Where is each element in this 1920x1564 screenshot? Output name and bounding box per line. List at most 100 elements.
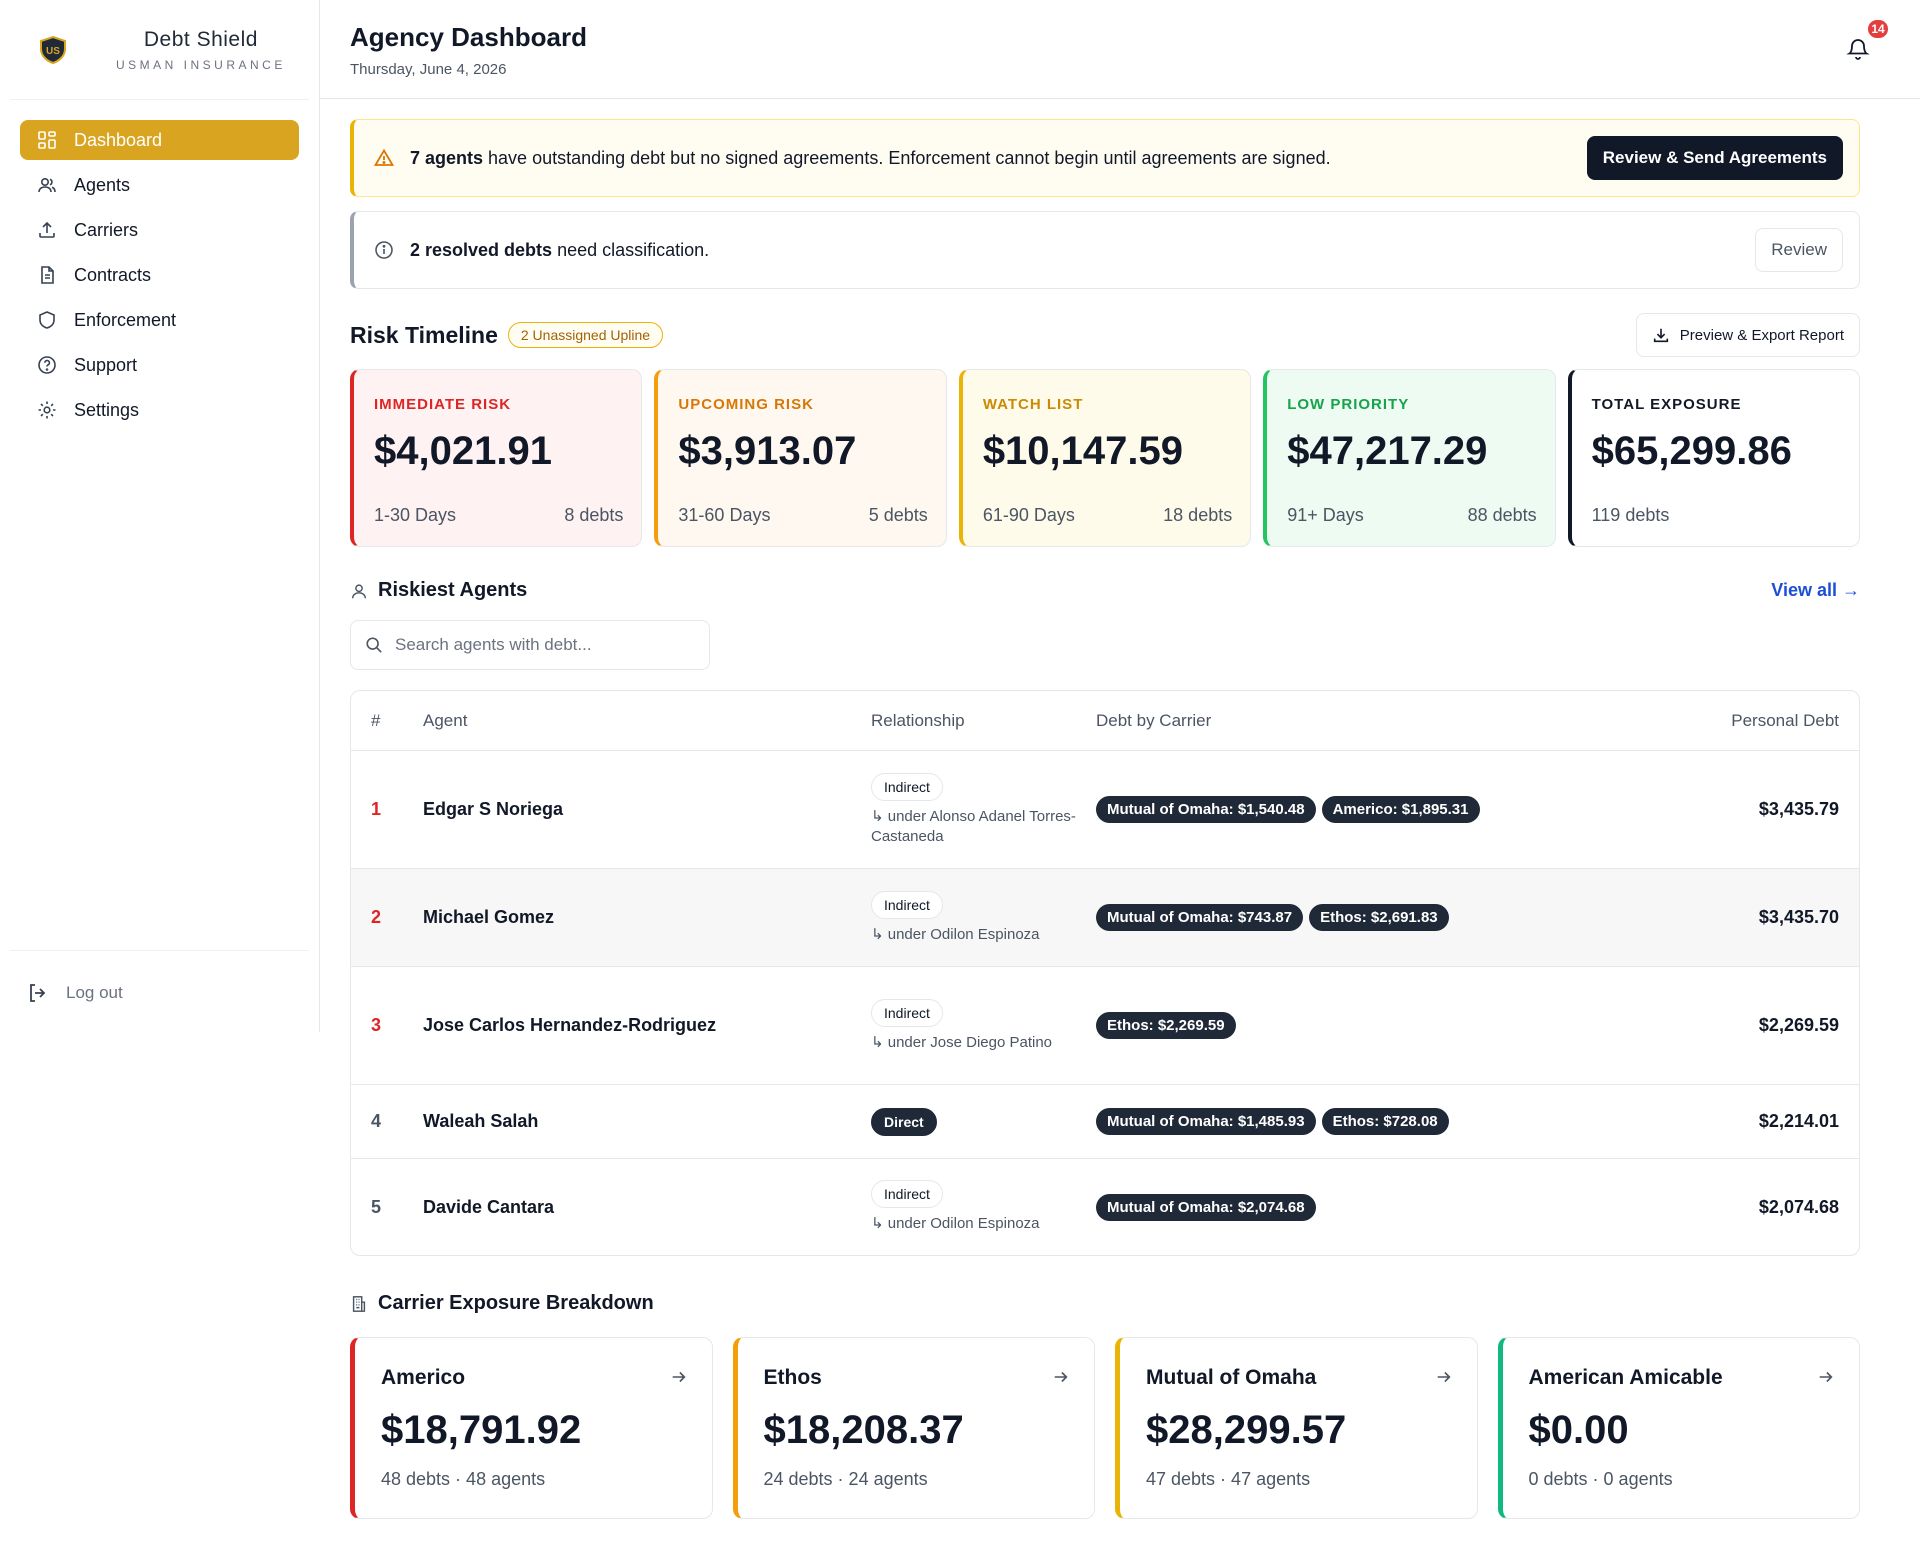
row-rank: 4 — [371, 1111, 382, 1131]
review-send-agreements-button[interactable]: Review & Send Agreements — [1586, 136, 1843, 180]
carrier-cards: Americo $18,791.92 48 debts · 48 agents … — [350, 1337, 1860, 1519]
sidebar: US Debt Shield USMAN INSURANCE Dashboard… — [0, 0, 320, 1032]
carrier-stats: 48 debts · 48 agents — [381, 1469, 546, 1489]
debt-by-carrier-cell: Ethos: $2,269.59 — [1096, 1012, 1659, 1039]
warning-icon — [374, 148, 394, 168]
risk-card-low-priority[interactable]: LOW PRIORITY $47,217.29 91+ Days 88 debts — [1263, 369, 1556, 547]
carrier-debt-chip: Ethos: $2,691.83 — [1309, 904, 1449, 931]
agent-name: Waleah Salah — [423, 1111, 539, 1131]
agent-search[interactable] — [350, 620, 710, 670]
carrier-card-mutual-of-omaha[interactable]: Mutual of Omaha $28,299.57 47 debts · 47… — [1115, 1337, 1478, 1519]
notification-badge: 14 — [1866, 18, 1890, 40]
risk-cards: IMMEDIATE RISK $4,021.91 1-30 Days 8 debt… — [350, 369, 1861, 547]
search-icon — [366, 637, 382, 653]
user-icon — [351, 583, 367, 598]
logout-button[interactable]: Log out — [10, 950, 309, 1035]
search-input[interactable] — [395, 635, 695, 655]
review-button[interactable]: Review — [1755, 228, 1843, 272]
table-row[interactable]: 5 Davide Cantara Indirect ↳ under Odilon… — [351, 1159, 1859, 1255]
agreements-alert: 7 agents have outstanding debt but no si… — [350, 119, 1860, 197]
brand[interactable]: US Debt Shield USMAN INSURANCE — [10, 0, 309, 100]
sidebar-item-label: Dashboard — [74, 129, 163, 150]
carrier-exposure-title: Carrier Exposure Breakdown — [378, 1292, 654, 1314]
page-date: Thursday, June 4, 2026 — [350, 61, 507, 78]
table-row[interactable]: 2 Michael Gomez Indirect ↳ under Odilon … — [351, 869, 1859, 967]
sidebar-item-label: Carriers — [74, 219, 139, 240]
alert-count: 2 resolved debts — [410, 239, 553, 260]
preview-export-report-button[interactable]: Preview & Export Report — [1635, 313, 1860, 357]
sidebar-item-enforcement[interactable]: Enforcement — [20, 300, 299, 340]
relationship-badge: Direct — [871, 1107, 937, 1136]
column-header-agent: Agent — [423, 710, 468, 730]
arrow-right-icon — [1819, 1371, 1833, 1383]
unassigned-upline-badge[interactable]: 2 Unassigned Upline — [507, 322, 664, 348]
sidebar-item-dashboard[interactable]: Dashboard — [20, 120, 299, 160]
row-rank: 2 — [371, 907, 382, 927]
risk-card-watch-list[interactable]: WATCH LIST $10,147.59 61-90 Days 18 debts — [958, 369, 1252, 547]
document-icon — [36, 264, 58, 286]
risk-card-value: $47,217.29 — [1287, 429, 1488, 473]
table-row[interactable]: 1 Edgar S Noriega Indirect ↳ under Alons… — [351, 751, 1859, 869]
arrow-right-icon — [1054, 1371, 1068, 1383]
riskiest-agents-title: Riskiest Agents — [378, 579, 528, 601]
upline-text: ↳ under Alonso Adanel Torres-Castaneda — [871, 807, 1076, 845]
carrier-exposure-header: Carrier Exposure Breakdown — [350, 1292, 1860, 1315]
carrier-value: $18,208.37 — [763, 1408, 964, 1452]
relationship-cell: Direct — [871, 1107, 1096, 1136]
sidebar-item-carriers[interactable]: Carriers — [20, 210, 299, 250]
carrier-name: Ethos — [763, 1366, 822, 1389]
personal-debt: $2,074.68 — [1758, 1196, 1839, 1217]
risk-card-debts: 18 debts — [1163, 505, 1233, 525]
carrier-card-american-amicable[interactable]: American Amicable $0.00 0 debts · 0 agen… — [1497, 1337, 1860, 1519]
alert-message: need classification. — [552, 239, 710, 260]
view-all-link[interactable]: View all → — [1771, 580, 1860, 600]
debt-by-carrier-cell: Mutual of Omaha: $743.87 Ethos: $2,691.8… — [1096, 904, 1659, 931]
personal-debt: $2,269.59 — [1758, 1015, 1839, 1035]
risk-card-label: IMMEDIATE RISK — [374, 396, 512, 413]
building-icon — [352, 1295, 366, 1312]
upline-text: ↳ under Jose Diego Patino — [871, 1033, 1053, 1051]
classification-alert-text: 2 resolved debts need classification. — [410, 240, 1755, 261]
upline-text: ↳ under Odilon Espinoza — [871, 1215, 1040, 1232]
sidebar-item-contracts[interactable]: Contracts — [20, 255, 299, 295]
sidebar-item-settings[interactable]: Settings — [20, 390, 299, 430]
carrier-stats: 0 debts · 0 agents — [1528, 1469, 1673, 1489]
download-icon — [1653, 328, 1668, 343]
riskiest-agents-header: Riskiest Agents View all → — [350, 579, 1860, 602]
sidebar-item-label: Contracts — [74, 264, 152, 285]
carrier-value: $18,791.92 — [381, 1408, 582, 1452]
grid-icon — [36, 129, 58, 151]
sidebar-item-label: Enforcement — [74, 309, 177, 330]
risk-card-label: UPCOMING RISK — [678, 396, 814, 413]
carrier-card-americo[interactable]: Americo $18,791.92 48 debts · 48 agents — [350, 1337, 713, 1519]
row-rank: 5 — [371, 1196, 382, 1217]
carrier-debt-chip: Mutual of Omaha: $1,540.48 — [1096, 796, 1316, 823]
carrier-debt-chip: Mutual of Omaha: $2,074.68 — [1096, 1193, 1316, 1221]
info-icon — [374, 240, 394, 260]
row-rank: 3 — [371, 1015, 382, 1035]
risk-card-value: $10,147.59 — [982, 429, 1184, 473]
risk-card-range: 61-90 Days — [982, 505, 1075, 525]
page-title: Agency Dashboard — [350, 22, 587, 52]
carrier-value: $0.00 — [1528, 1408, 1629, 1452]
column-header-debt-by-carrier: Debt by Carrier — [1096, 710, 1212, 730]
risk-card-immediate[interactable]: IMMEDIATE RISK $4,021.91 1-30 Days 8 debt… — [350, 369, 643, 547]
sidebar-item-agents[interactable]: Agents — [20, 165, 299, 205]
relationship-badge: Indirect — [871, 998, 943, 1027]
table-row[interactable]: 3 Jose Carlos Hernandez-Rodriguez Indire… — [351, 967, 1859, 1085]
sidebar-item-support[interactable]: Support — [20, 345, 299, 385]
risk-card-total-exposure[interactable]: TOTAL EXPOSURE $65,299.86 119 debts — [1567, 369, 1861, 547]
risk-card-range: 31-60 Days — [678, 505, 771, 525]
carrier-name: Mutual of Omaha — [1146, 1366, 1317, 1389]
carrier-name: American Amicable — [1528, 1366, 1723, 1389]
upline-text: ↳ under Odilon Espinoza — [871, 925, 1040, 943]
risk-card-upcoming[interactable]: UPCOMING RISK $3,913.07 31-60 Days 5 debt… — [654, 369, 947, 547]
logout-icon — [30, 984, 46, 1002]
table-row[interactable]: 4 Waleah Salah Direct Mutual of Omaha: $… — [351, 1085, 1859, 1159]
shield-logo-icon: US — [38, 35, 68, 65]
carrier-card-ethos[interactable]: Ethos $18,208.37 24 debts · 24 agents — [732, 1337, 1095, 1519]
risk-card-debts: 8 debts — [564, 505, 624, 525]
carrier-debt-chip: Americo: $1,895.31 — [1321, 796, 1480, 823]
bell-icon[interactable] — [1846, 37, 1870, 61]
risk-card-label: WATCH LIST — [982, 396, 1084, 413]
